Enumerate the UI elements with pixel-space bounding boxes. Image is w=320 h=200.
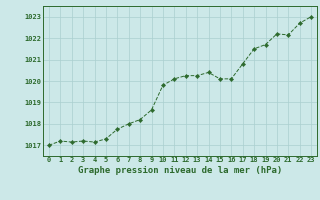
X-axis label: Graphe pression niveau de la mer (hPa): Graphe pression niveau de la mer (hPa) (78, 166, 282, 175)
